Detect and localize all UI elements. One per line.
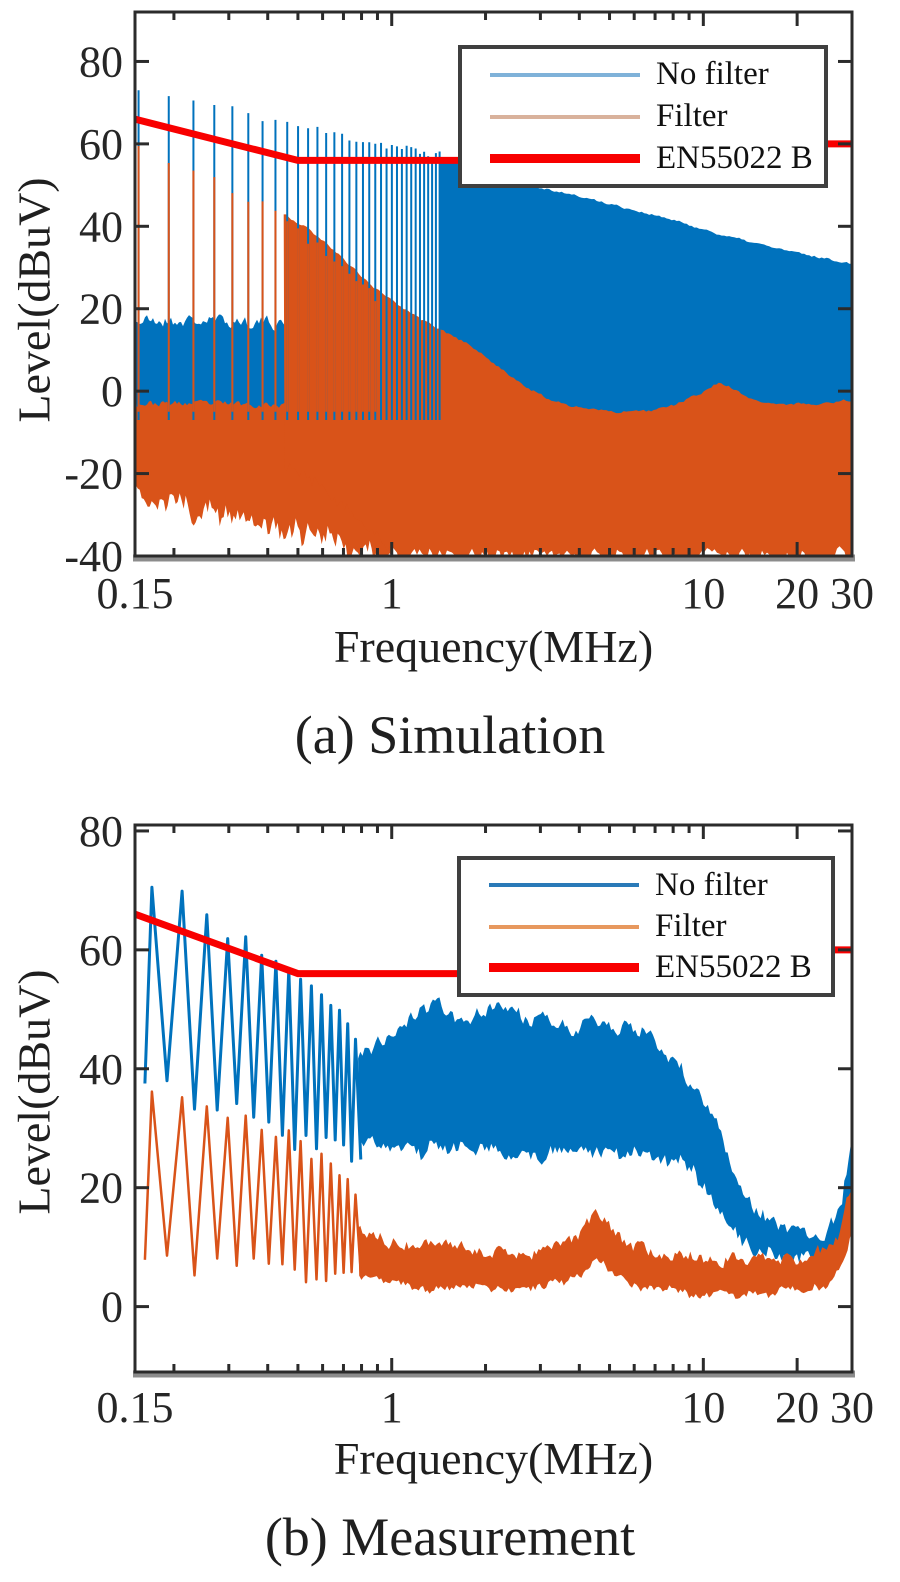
limit-line-sample	[489, 963, 639, 973]
legend-measurement: No filter Filter EN55022 B	[457, 856, 835, 997]
legend-label-filter: Filter	[655, 908, 727, 944]
svg-text:1: 1	[381, 569, 403, 618]
legend-label-no-filter: No filter	[655, 866, 768, 903]
svg-text:0.15: 0.15	[97, 569, 174, 618]
svg-text:1: 1	[381, 1383, 403, 1432]
no-filter-line-sample	[490, 72, 640, 77]
svg-text:20: 20	[775, 569, 819, 618]
svg-text:0: 0	[101, 1283, 123, 1332]
caption-simulation: (a) Simulation	[294, 705, 606, 765]
caption-measurement: (b) Measurement	[264, 1507, 636, 1567]
svg-text:60: 60	[79, 926, 123, 975]
legend-entry-limit: EN55022 B	[461, 948, 831, 988]
legend-simulation: No filter Filter EN55022 B	[458, 45, 828, 188]
svg-text:80: 80	[79, 807, 123, 856]
no-filter-line-sample	[489, 883, 639, 888]
legend-label-limit: EN55022 B	[656, 139, 813, 176]
legend-entry-no-filter: No filter	[462, 55, 824, 95]
svg-text:20: 20	[775, 1383, 819, 1432]
legend-entry-filter: Filter	[461, 907, 831, 947]
svg-text:40: 40	[79, 202, 123, 251]
filter-line-sample	[489, 924, 639, 929]
svg-text:60: 60	[79, 120, 123, 169]
limit-line-sample	[490, 153, 640, 163]
legend-label-limit: EN55022 B	[655, 949, 812, 986]
y-axis-label-b: Level(dBuV)	[8, 969, 60, 1215]
svg-text:80: 80	[79, 37, 123, 86]
svg-text:20: 20	[79, 1164, 123, 1213]
filter-line-sample	[490, 114, 640, 119]
legend-entry-no-filter: No filter	[461, 865, 831, 905]
svg-text:0.15: 0.15	[97, 1383, 174, 1432]
svg-text:10: 10	[681, 1383, 725, 1432]
svg-text:-20: -20	[64, 450, 123, 499]
legend-label-filter: Filter	[656, 98, 728, 134]
svg-text:0: 0	[101, 367, 123, 416]
x-axis-label-a: Frequency(MHz)	[333, 621, 654, 672]
legend-entry-limit: EN55022 B	[462, 138, 824, 178]
svg-text:40: 40	[79, 1045, 123, 1094]
legend-entry-filter: Filter	[462, 97, 824, 137]
svg-text:30: 30	[830, 1383, 874, 1432]
svg-text:10: 10	[681, 569, 725, 618]
legend-label-no-filter: No filter	[656, 56, 769, 93]
svg-text:20: 20	[79, 285, 123, 334]
svg-text:30: 30	[830, 569, 874, 618]
x-axis-label-b: Frequency(MHz)	[333, 1433, 654, 1484]
y-axis-label-a: Level(dBuV)	[8, 177, 60, 423]
svg-text:-40: -40	[64, 532, 123, 581]
